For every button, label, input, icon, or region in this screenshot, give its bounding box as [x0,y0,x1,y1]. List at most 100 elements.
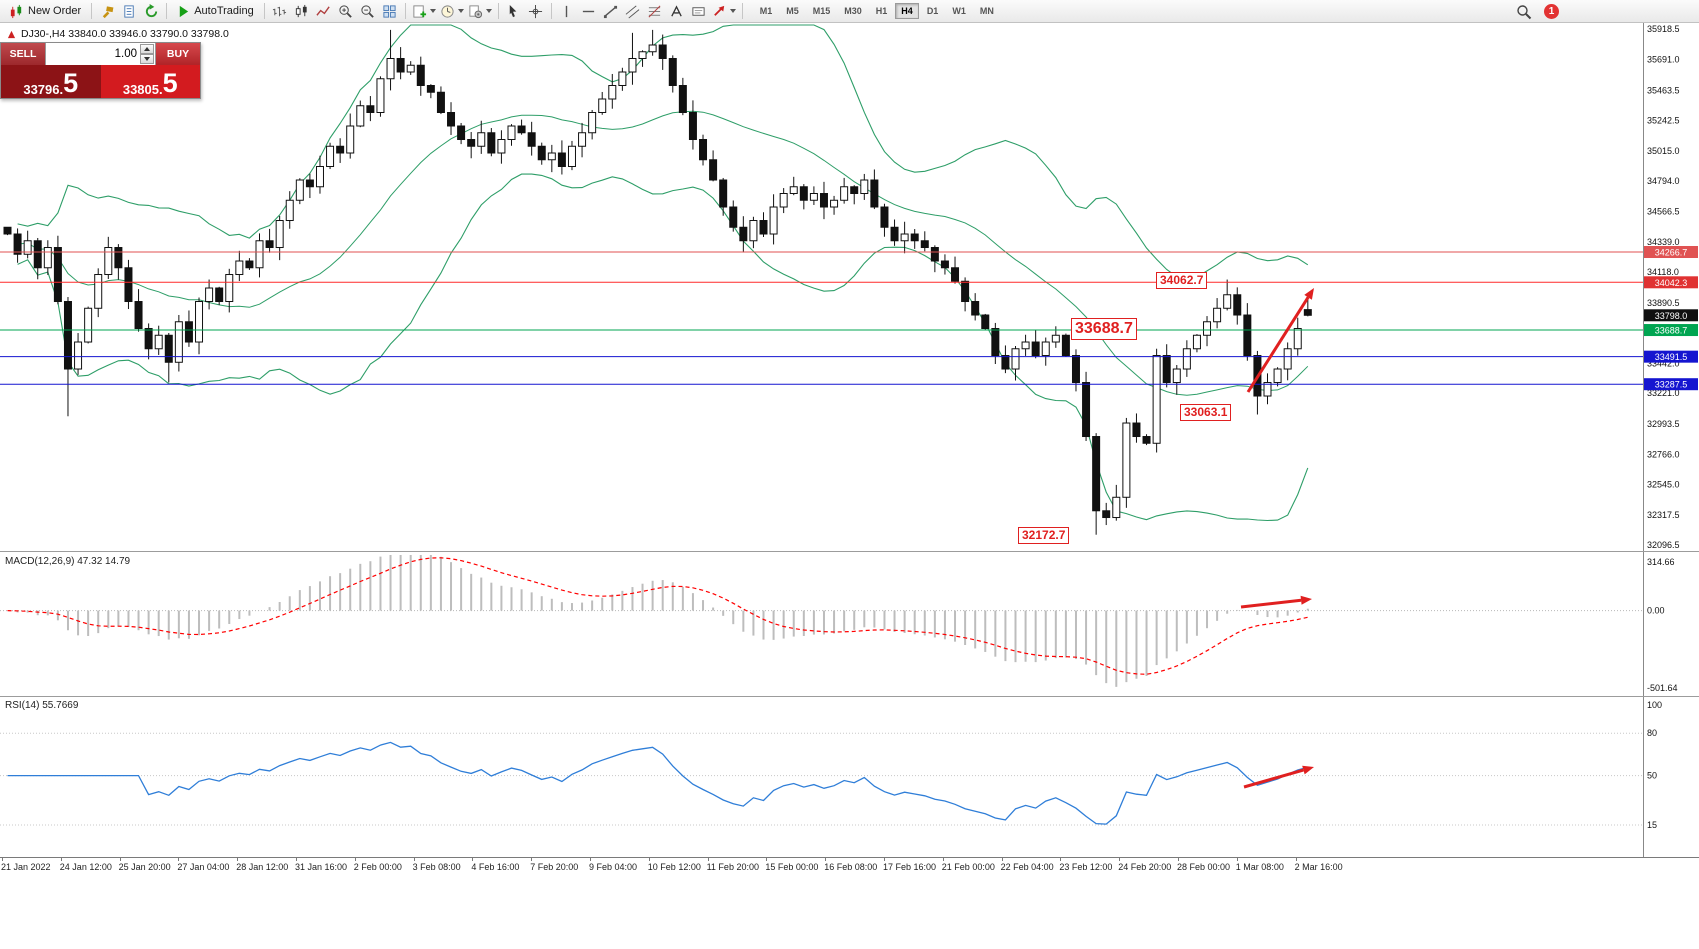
hammer-icon [102,5,114,18]
trend-arrow[interactable] [1246,288,1314,393]
refresh-button[interactable] [140,1,162,21]
new-order-button[interactable]: New Order [3,1,87,21]
toolbar-separator [166,3,168,19]
notification-badge[interactable]: 1 [1544,4,1559,19]
crosshair-tool-button[interactable] [525,1,547,21]
one-click-trading-panel: SELL BUY 33796.5 33805.5 [0,42,201,99]
tile-windows-button[interactable] [379,1,401,21]
time-axis-tick [1060,858,1062,861]
time-axis-tick [413,858,415,861]
timeframe-d1[interactable]: D1 [921,3,945,19]
toolbar-separator [741,3,743,19]
bar-chart-button[interactable] [269,1,291,21]
time-axis-tick [1295,858,1297,861]
price-chart-pane[interactable]: 35918.5 35691.0 35463.5 35242.5 35015.0 34794… [0,23,1699,552]
timeframe-w1[interactable]: W1 [946,3,972,19]
autotrading-button[interactable]: AutoTrading [171,1,260,21]
line-chart-button[interactable] [313,1,335,21]
dropdown-arrow-icon [729,9,736,13]
sell-price[interactable]: 33796. 5 [1,65,101,98]
trend-arrow[interactable] [1240,595,1312,609]
buy-price[interactable]: 33805. 5 [100,65,200,98]
chart-annotation: 33688.7 [1071,318,1137,340]
arrows-tool-button[interactable] [710,1,738,21]
svg-text:32993.5: 32993.5 [1647,419,1680,429]
toolbar-separator [263,3,265,19]
label-tool-button[interactable] [688,1,710,21]
time-axis-tick [531,858,533,861]
rsi-axis[interactable]: 100 80 50 15 [1643,697,1663,857]
text-tool-button[interactable] [666,1,688,21]
timeframe-h1[interactable]: H1 [870,3,894,19]
play-icon [179,5,189,17]
rsi-pane[interactable]: 100 80 50 15 [0,697,1699,857]
volume-up-button[interactable] [140,44,154,54]
sell-button[interactable]: SELL [1,43,45,65]
svg-text:33221.0: 33221.0 [1647,388,1680,398]
time-axis-label: 31 Jan 16:00 [295,862,348,872]
volume-input[interactable] [46,43,155,65]
vertical-line-tool-button[interactable] [556,1,578,21]
svg-text:32096.5: 32096.5 [1647,540,1680,550]
chart-annotation: 32172.7 [1018,527,1070,544]
time-axis-tick [1236,858,1238,861]
cursor-tool-button[interactable] [503,1,525,21]
buy-price-small: 33805. [122,82,163,98]
new-chart-button[interactable] [410,1,438,21]
time-axis-tick [648,858,650,861]
toolbar-separator [497,3,499,19]
macd-pane[interactable]: 314.66 0.00 -501.64 [0,552,1699,697]
volume-down-button[interactable] [140,54,154,64]
time-axis-label: 27 Jan 04:00 [177,862,230,872]
trendline-icon [604,5,618,18]
channel-tool-button[interactable] [622,1,644,21]
profiles-button[interactable] [438,1,466,21]
horizontal-line-tool-button[interactable] [578,1,600,21]
cursor-icon [509,4,517,17]
time-axis-label: 7 Feb 20:00 [530,862,579,872]
horizontal-lines[interactable] [0,251,1643,385]
rsi-indicator-label: RSI(14) 55.7669 [5,700,79,711]
macd-axis[interactable]: 314.66 0.00 -501.64 [0,552,1699,697]
zoom-in-button[interactable] [335,1,357,21]
timeframe-mn[interactable]: MN [974,3,1000,19]
timeframe-h4[interactable]: H4 [895,3,919,19]
macd-signal-line [7,557,1308,675]
svg-text:32545.0: 32545.0 [1647,479,1680,489]
time-axis-label: 28 Feb 00:00 [1177,862,1231,872]
timeframe-m1[interactable]: M1 [754,3,779,19]
fibonacci-tool-button[interactable] [644,1,666,21]
buy-button[interactable]: BUY [156,43,200,65]
timeframe-m5[interactable]: M5 [780,3,805,19]
templates-button[interactable] [466,1,494,21]
time-axis-tick [119,858,121,861]
documents-icon [124,4,134,18]
timeframe-m15[interactable]: M15 [807,3,837,19]
horizontal-line-icon [583,10,595,12]
sell-price-small: 33796. [23,82,64,98]
toolbar-right-group: 1 [1513,1,1559,22]
zoom-out-button[interactable] [357,1,379,21]
trend-arrow[interactable] [1243,765,1314,789]
svg-text:34042.3: 34042.3 [1655,278,1688,288]
timeframe-m30[interactable]: M30 [838,3,868,19]
time-axis-label: 11 Feb 20:00 [706,862,759,872]
toolbar-separator [91,3,93,19]
search-button[interactable] [1513,2,1535,22]
time-axis-tick [825,858,827,861]
symbol-marker-icon [7,30,16,38]
candlestick-chart-button[interactable] [291,1,313,21]
time-axis-tick [884,858,885,861]
time-axis[interactable]: 21 Jan 2022 24 Jan 12:00 25 Jan 20:00 27 Ja… [0,857,1699,949]
fibonacci-icon [648,5,661,17]
svg-text:33890.5: 33890.5 [1647,298,1680,308]
new-chart-icon [413,4,426,18]
time-axis-tick [942,858,944,861]
price-axis[interactable]: 35918.5 35691.0 35463.5 35242.5 35015.0 34794… [0,23,1699,552]
data-window-button[interactable] [118,1,140,21]
metaeditor-button[interactable] [96,1,118,21]
svg-text:33442.0: 33442.0 [1647,358,1680,368]
time-axis-label: 10 Feb 12:00 [647,862,701,872]
symbol-ohlc-text: DJ30-,H4 33840.0 33946.0 33790.0 33798.0 [21,28,229,40]
trendline-tool-button[interactable] [600,1,622,21]
